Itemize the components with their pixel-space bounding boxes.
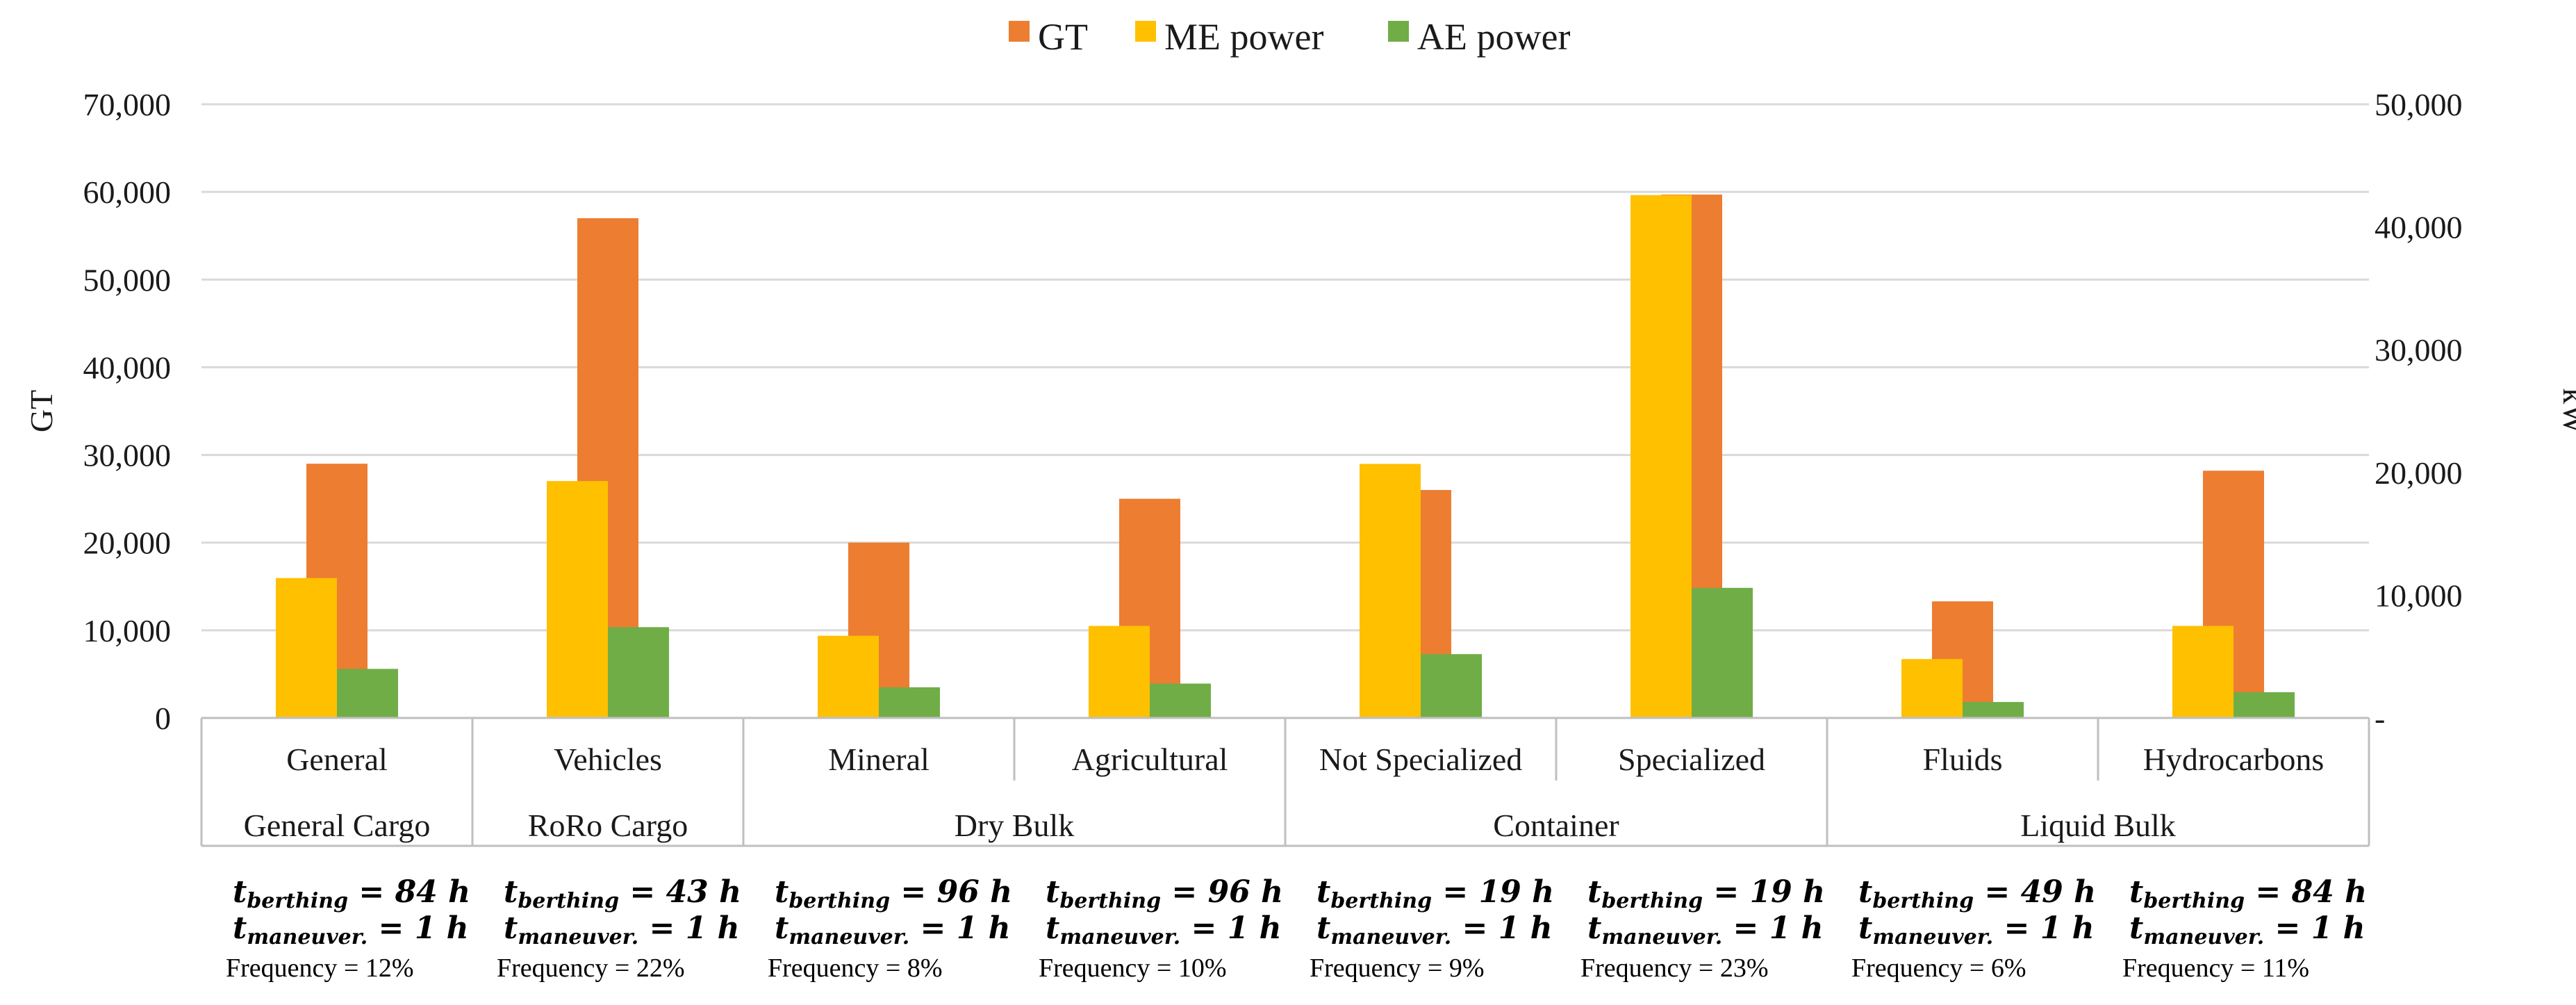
right-tick-label: 40,000 bbox=[2375, 210, 2463, 245]
category-label: Hydrocarbons bbox=[2143, 742, 2325, 777]
gridlines bbox=[201, 103, 2369, 632]
category-label: General bbox=[286, 742, 388, 777]
maneuver-time-formula: tmaneuver. = 1 h bbox=[1046, 910, 1282, 949]
berthing-time-formula: tberthing = 19 h bbox=[1316, 874, 1554, 913]
category-label: Not Specialized bbox=[1319, 742, 1523, 777]
bar-me-power bbox=[547, 481, 608, 718]
group-label: Container bbox=[1493, 808, 1619, 843]
bar-me-power bbox=[2172, 626, 2234, 718]
frequency-label: Frequency = 10% bbox=[1039, 954, 1226, 983]
axes: 0 10,000 20,000 30,000 40,000 50,000 60,000 70,… bbox=[24, 87, 2576, 847]
bar-me-power bbox=[1901, 659, 1963, 718]
maneuver-time-formula: tmaneuver. = 1 h bbox=[504, 910, 740, 949]
left-tick-label: 70,000 bbox=[83, 87, 172, 122]
maneuver-time-formula: tmaneuver. = 1 h bbox=[2129, 910, 2366, 949]
group-label: RoRo Cargo bbox=[528, 808, 688, 843]
left-axis-title: GT bbox=[24, 390, 59, 432]
frequency-label: Frequency = 11% bbox=[2122, 954, 2309, 983]
frequency-label: Frequency = 23% bbox=[1580, 954, 1768, 983]
legend-swatch bbox=[1009, 21, 1030, 42]
category-label: Mineral bbox=[828, 742, 930, 777]
group-label: General Cargo bbox=[244, 808, 431, 843]
legend-label: ME power bbox=[1164, 16, 1323, 58]
frequency-label: Frequency = 8% bbox=[768, 954, 942, 983]
bar-me-power bbox=[1360, 464, 1421, 718]
category-axis: General Vehicles Mineral Agricultural Not Sp… bbox=[200, 718, 2370, 846]
bars bbox=[276, 194, 2295, 719]
bar-ae-power bbox=[1421, 654, 1482, 718]
right-axis-title: kW bbox=[2557, 388, 2576, 434]
bar-ae-power bbox=[2234, 692, 2295, 718]
right-tick-label: - bbox=[2375, 701, 2385, 736]
maneuver-time-formula: tmaneuver. = 1 h bbox=[1316, 910, 1553, 949]
frequency-label: Frequency = 9% bbox=[1310, 954, 1484, 983]
maneuver-time-formula: tmaneuver. = 1 h bbox=[1587, 910, 1824, 949]
bar-me-power bbox=[276, 578, 337, 718]
left-tick-label: 30,000 bbox=[83, 438, 172, 473]
bar-ae-power bbox=[608, 627, 669, 718]
group-label: Dry Bulk bbox=[955, 808, 1075, 843]
berthing-time-formula: tberthing = 96 h bbox=[775, 874, 1012, 913]
right-tick-label: 30,000 bbox=[2375, 332, 2463, 368]
category-label: Agricultural bbox=[1072, 742, 1228, 777]
category-label: Vehicles bbox=[554, 742, 662, 777]
legend-swatch bbox=[1135, 21, 1156, 42]
legend-swatch bbox=[1388, 21, 1409, 42]
maneuver-time-formula: tmaneuver. = 1 h bbox=[1858, 910, 2095, 949]
right-tick-label: 50,000 bbox=[2375, 87, 2463, 122]
berthing-time-formula: tberthing = 84 h bbox=[2129, 874, 2367, 913]
left-tick-label: 60,000 bbox=[83, 174, 172, 210]
legend-label: GT bbox=[1038, 16, 1088, 58]
maneuver-time-formula: tmaneuver. = 1 h bbox=[233, 910, 469, 949]
bar-ae-power bbox=[879, 687, 940, 718]
left-tick-label: 0 bbox=[155, 701, 171, 736]
group-label: Liquid Bulk bbox=[2020, 808, 2176, 843]
bar-ae-power bbox=[1692, 587, 1753, 718]
berthing-time-formula: tberthing = 43 h bbox=[504, 874, 741, 913]
bar-me-power bbox=[818, 635, 879, 718]
bar-ae-power bbox=[1150, 683, 1211, 718]
bar-ae-power bbox=[1963, 702, 2024, 718]
right-tick-label: 20,000 bbox=[2375, 455, 2463, 491]
bar-me-power bbox=[1089, 626, 1150, 718]
frequency-label: Frequency = 22% bbox=[497, 954, 684, 983]
category-label: Specialized bbox=[1618, 742, 1765, 777]
bar-ae-power bbox=[337, 669, 398, 718]
frequency-label: Frequency = 6% bbox=[1851, 954, 2026, 983]
maneuver-time-formula: tmaneuver. = 1 h bbox=[775, 910, 1011, 949]
category-label: Fluids bbox=[1922, 742, 2002, 777]
left-tick-label: 40,000 bbox=[83, 350, 172, 385]
right-tick-label: 10,000 bbox=[2375, 578, 2463, 613]
bar-me-power bbox=[1630, 195, 1692, 719]
left-tick-label: 10,000 bbox=[83, 613, 172, 648]
berthing-time-formula: tberthing = 84 h bbox=[233, 874, 470, 913]
legend: GT ME power AE power bbox=[1009, 16, 1570, 58]
left-tick-label: 50,000 bbox=[83, 262, 172, 297]
berthing-time-formula: tberthing = 49 h bbox=[1858, 874, 2096, 913]
left-tick-label: 20,000 bbox=[83, 525, 172, 561]
legend-label: AE power bbox=[1417, 16, 1570, 58]
berthing-time-formula: tberthing = 96 h bbox=[1046, 874, 1283, 913]
berthing-time-formula: tberthing = 19 h bbox=[1587, 874, 1825, 913]
frequency-label: Frequency = 12% bbox=[226, 954, 413, 983]
